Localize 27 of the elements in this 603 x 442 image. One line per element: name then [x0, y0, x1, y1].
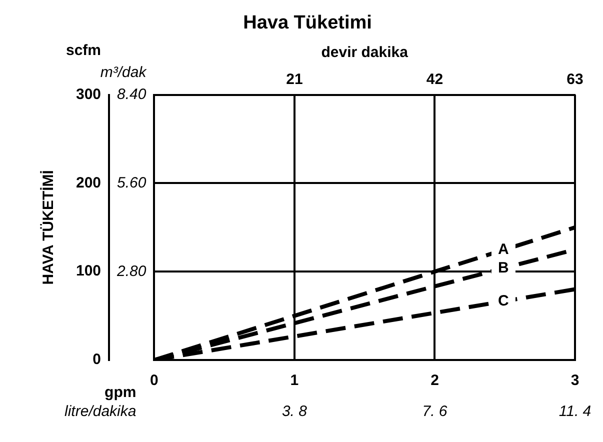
- text: litre/dakika: [64, 403, 136, 420]
- y2-tick-label: 2.80: [116, 262, 147, 280]
- y-tick-label: 0: [92, 351, 102, 368]
- x2-tick-label: 42: [426, 70, 444, 88]
- text: 11. 4: [558, 403, 592, 420]
- x-tick-label: 2: [430, 372, 439, 390]
- y-tick-label: 300: [76, 86, 102, 103]
- y-tick-label: 200: [76, 174, 102, 192]
- x-tick-label: 0: [150, 372, 158, 390]
- text: 7. 6: [422, 403, 448, 420]
- text: 3. 8: [282, 403, 308, 420]
- y-tick-label: 100: [76, 262, 102, 280]
- x-tick-label: 3: [570, 372, 580, 390]
- series-label: C: [498, 292, 510, 310]
- x2-tick-label: 63: [566, 70, 584, 88]
- text: scfm: [66, 42, 102, 59]
- series-label: A: [498, 241, 510, 258]
- series-label: B: [498, 259, 510, 276]
- y2-tick-label: 5.60: [117, 174, 147, 192]
- x-tick-label: 1: [290, 372, 299, 390]
- x-axis-title: gpm: [104, 384, 136, 402]
- y2-axis-title: m³/dak: [100, 64, 148, 81]
- chart-title: Hava Tüketimi: [243, 12, 372, 34]
- y2-tick-label: 8.40: [117, 86, 147, 103]
- x2-tick-label: 21: [286, 70, 303, 88]
- y-axis-title: HAVA TÜKETİMİ: [40, 170, 58, 285]
- x2-axis-title: devir dakika: [321, 44, 409, 61]
